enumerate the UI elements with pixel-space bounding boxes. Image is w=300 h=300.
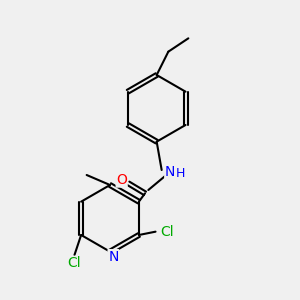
Text: Cl: Cl	[160, 225, 174, 239]
Text: H: H	[175, 167, 185, 180]
Text: Cl: Cl	[68, 256, 81, 270]
Text: N: N	[108, 250, 119, 264]
Text: O: O	[116, 173, 127, 187]
Text: N: N	[165, 165, 175, 179]
